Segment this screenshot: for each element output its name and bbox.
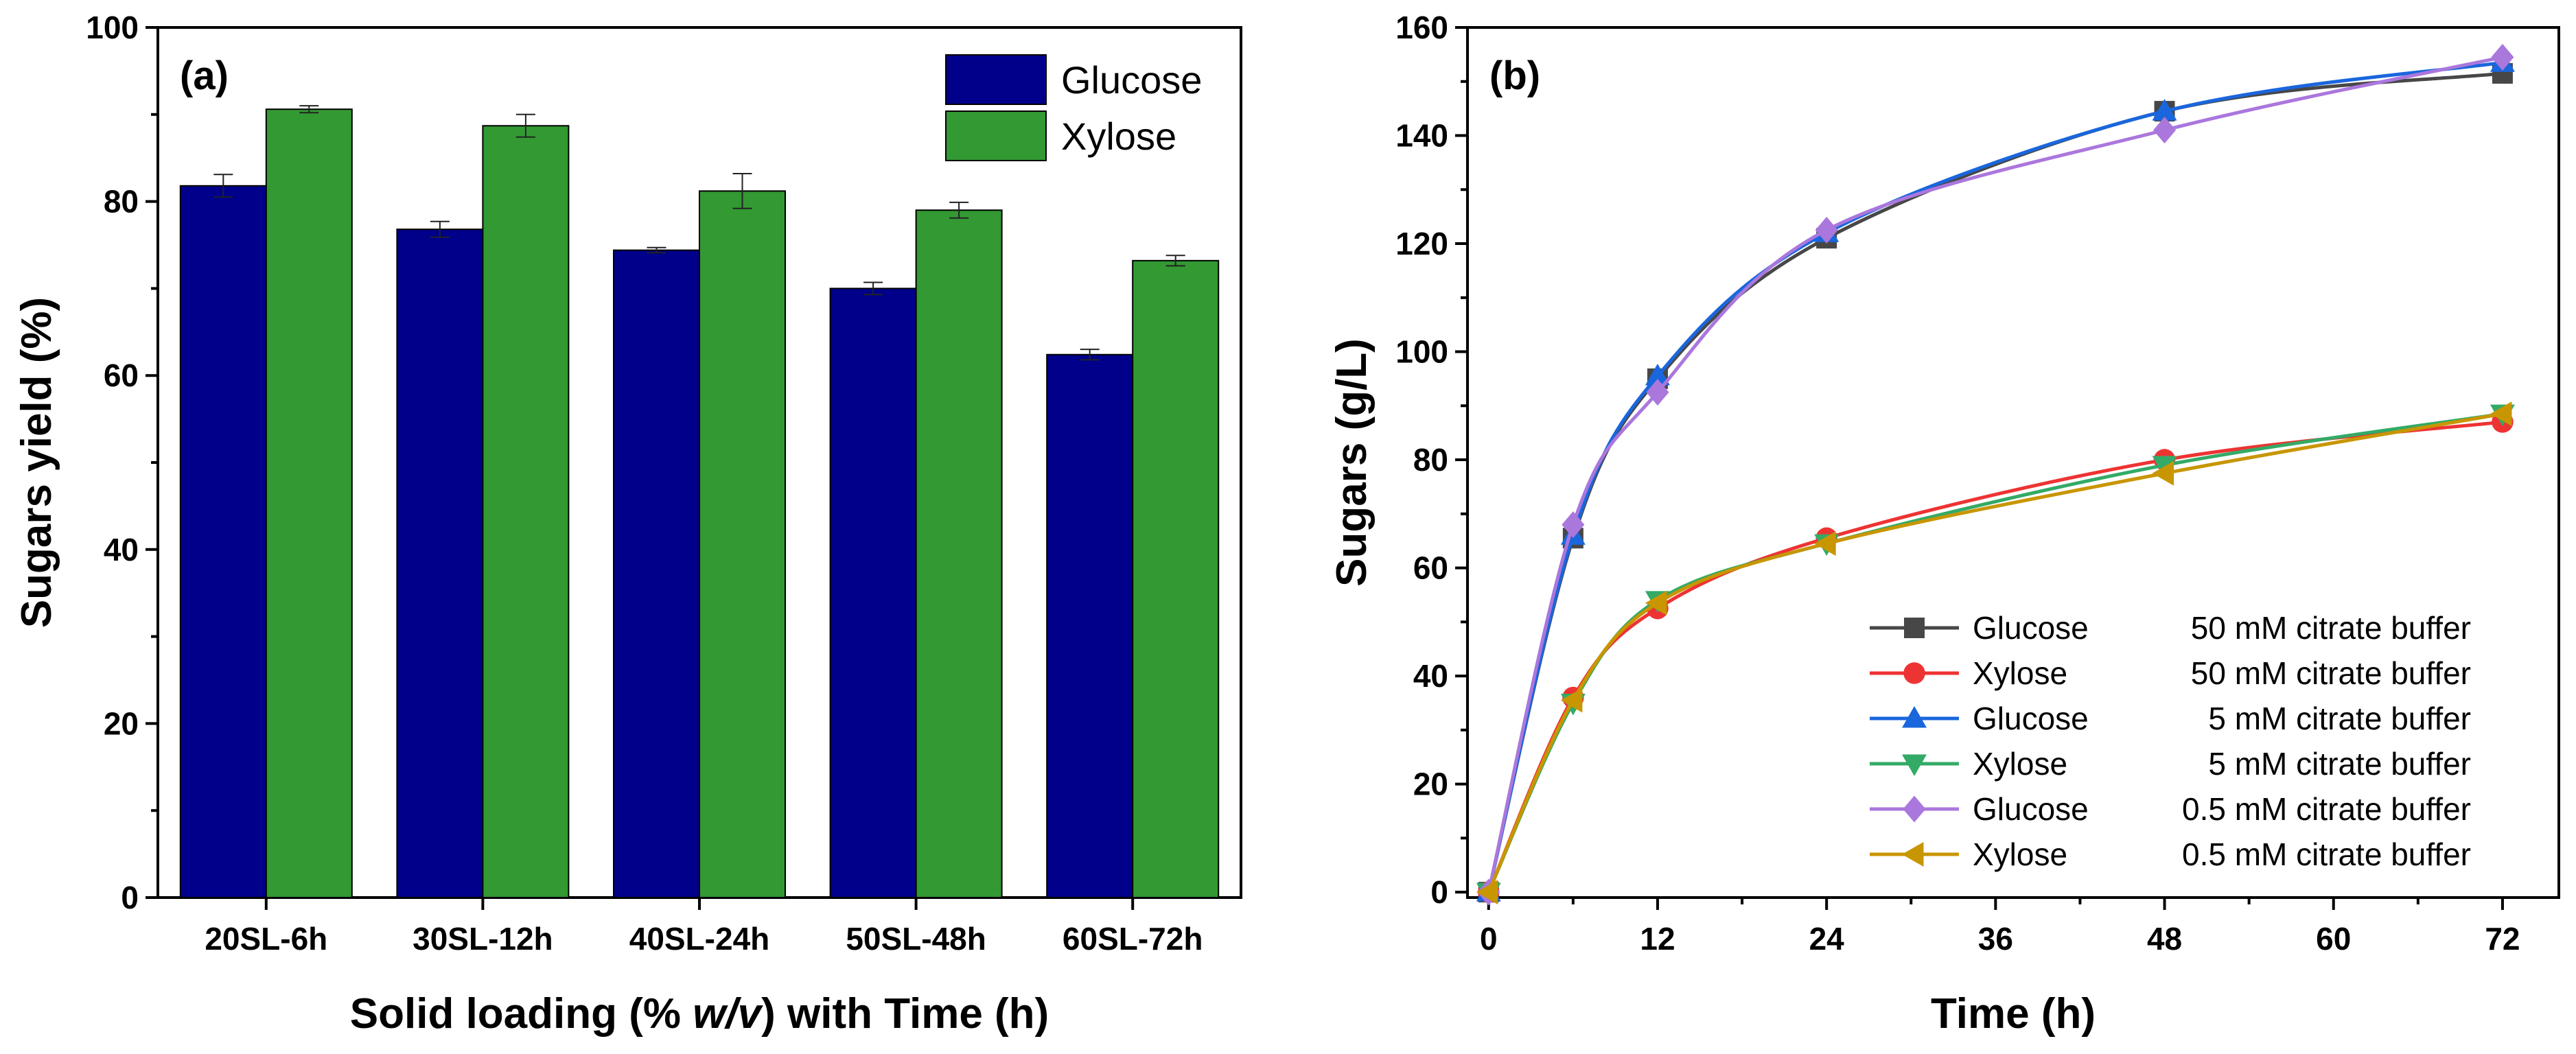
legend-label-condition: 5 mM citrate buffer xyxy=(2208,746,2471,782)
y-tick-label: 40 xyxy=(104,532,139,567)
bar-xylose-20sl-6h xyxy=(265,108,353,898)
y-tick-label: 60 xyxy=(1413,550,1448,586)
y-axis-title: Sugars (g/L) xyxy=(1328,338,1376,587)
y-tick-label: 0 xyxy=(1430,874,1448,910)
y-tick-label: 20 xyxy=(104,705,139,741)
y-tick-label: 140 xyxy=(1395,118,1448,154)
x-tick-label: 50SL-48h xyxy=(846,921,986,957)
legend-swatch-glucose xyxy=(945,54,1047,105)
bar-glucose-20sl-6h xyxy=(179,185,267,898)
legend-label-condition: 0.5 mM citrate buffer xyxy=(2182,791,2471,827)
data-point-xylose-0-5-mm-citrate-buffer-t12 xyxy=(1645,590,1667,616)
panel-a-bar-chart: 0 20 40 60 80 100 20SL-6h 30SL-12h 40SL-24h 50SL-… xyxy=(13,10,1242,1038)
x-tick-label: 40SL-24h xyxy=(629,921,770,957)
x-tick-label: 48 xyxy=(2147,921,2182,957)
y-tick-label: 100 xyxy=(86,10,139,45)
panel-label-b: (b) xyxy=(1489,54,1540,98)
data-point-xylose-0-5-mm-citrate-buffer-t48 xyxy=(2152,460,2174,486)
data-point-glucose-0-5-mm-citrate-buffer-t24 xyxy=(1815,216,1838,244)
data-point-glucose-0-5-mm-citrate-buffer-t12 xyxy=(1646,379,1669,406)
bar-xylose-40sl-24h xyxy=(699,190,786,898)
legend-label-condition: 5 mM citrate buffer xyxy=(2208,701,2471,736)
legend-marker-glucose-0-5-mm-citrate-buffer xyxy=(1903,795,1926,823)
x-tick-label: 60 xyxy=(2316,921,2351,957)
series-line-glucose-5-mm-citrate-buffer xyxy=(1487,60,2503,893)
data-point-xylose-0-5-mm-citrate-buffer-t6 xyxy=(1560,688,1583,713)
y-tick-label: 80 xyxy=(104,184,139,220)
legend-label-name: Glucose xyxy=(1973,791,2089,827)
series-line-xylose-0-5-mm-citrate-buffer xyxy=(1487,412,2503,893)
data-point-glucose-5-mm-citrate-buffer-t48 xyxy=(2152,99,2177,121)
legend-marker-xylose-50-mm-citrate-buffer xyxy=(1903,662,1925,684)
y-tick-label: 60 xyxy=(104,358,139,393)
x-tick-label: 60SL-72h xyxy=(1063,921,1203,957)
y-tick-label: 20 xyxy=(1413,766,1448,802)
y-tick-label: 120 xyxy=(1395,226,1448,261)
bar-xylose-30sl-12h xyxy=(482,125,570,898)
legend-label-name: Xylose xyxy=(1973,655,2067,691)
y-tick-label: 160 xyxy=(1395,10,1448,45)
y-tick-label: 40 xyxy=(1413,658,1448,694)
panel-label-a: (a) xyxy=(180,54,229,98)
y-axis-title: Sugars yield (%) xyxy=(13,297,60,628)
legend-label-condition: 50 mM citrate buffer xyxy=(2191,655,2471,691)
legend-label-xylose: Xylose xyxy=(1061,115,1176,158)
legend-label-glucose: Glucose xyxy=(1061,58,1202,102)
data-point-glucose-0-5-mm-citrate-buffer-t72 xyxy=(2491,43,2514,71)
plot-frame xyxy=(1466,26,2560,899)
x-tick-label: 72 xyxy=(2485,921,2520,957)
bar-xylose-50sl-48h xyxy=(915,209,1003,898)
panel-b-line-chart: 0 20 40 60 80 100 120 140 160 0 12 24 36 48 60 72 (b) Glu… xyxy=(1328,10,2560,1038)
legend-label-name: Xylose xyxy=(1973,746,2067,782)
legend-label-name: Glucose xyxy=(1973,701,2089,736)
data-point-glucose-0-5-mm-citrate-buffer-t48 xyxy=(2153,117,2177,144)
series-line-glucose-0-5-mm-citrate-buffer xyxy=(1487,55,2503,893)
legend-marker-glucose-50-mm-citrate-buffer xyxy=(1904,618,1925,638)
bar-xylose-60sl-72h xyxy=(1132,259,1220,899)
x-tick-label: 20SL-6h xyxy=(205,921,327,957)
bar-glucose-60sl-72h xyxy=(1046,353,1134,898)
data-point-xylose-0-5-mm-citrate-buffer-t24 xyxy=(1814,531,1836,557)
x-tick-label: 12 xyxy=(1640,921,1675,957)
legend-marker-xylose-5-mm-citrate-buffer xyxy=(1902,754,1927,776)
x-axis-title: Time (h) xyxy=(1931,990,2096,1038)
x-tick-label: 24 xyxy=(1809,921,1845,957)
data-point-xylose-0-5-mm-citrate-buffer-t0 xyxy=(1476,880,1498,905)
data-point-glucose-0-5-mm-citrate-buffer-t6 xyxy=(1562,511,1585,539)
y-tick-label: 80 xyxy=(1413,442,1448,478)
x-tick-label: 36 xyxy=(1978,921,2013,957)
y-tick-label: 0 xyxy=(121,880,139,915)
legend-marker-glucose-5-mm-citrate-buffer xyxy=(1902,706,1927,728)
legend-label-condition: 0.5 mM citrate buffer xyxy=(2182,836,2471,872)
bar-glucose-40sl-24h xyxy=(613,249,700,899)
x-tick-label: 30SL-12h xyxy=(413,921,553,957)
legend-label-condition: 50 mM citrate buffer xyxy=(2191,610,2471,646)
data-point-xylose-0-5-mm-citrate-buffer-t72 xyxy=(2490,401,2512,427)
legend-swatch-xylose xyxy=(945,110,1047,161)
legend-marker-xylose-0-5-mm-citrate-buffer xyxy=(1902,842,1924,867)
y-tick-label: 100 xyxy=(1395,334,1448,370)
legend-label-name: Xylose xyxy=(1973,836,2067,872)
legend-label-name: Glucose xyxy=(1973,610,2089,646)
bar-glucose-30sl-12h xyxy=(396,229,484,898)
data-point-glucose-5-mm-citrate-buffer-t12 xyxy=(1645,363,1670,386)
x-tick-label: 0 xyxy=(1480,921,1498,957)
bar-glucose-50sl-48h xyxy=(829,288,917,898)
x-axis-title: Solid loading (% w/v) with Time (h) xyxy=(350,990,1049,1038)
